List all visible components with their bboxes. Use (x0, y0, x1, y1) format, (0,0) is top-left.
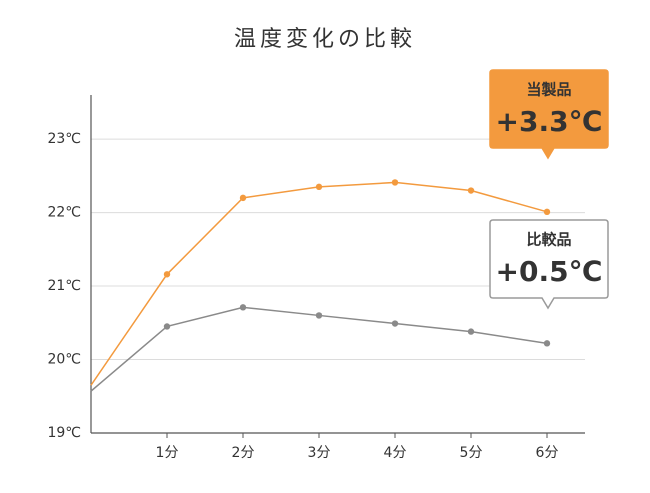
point (239, 194, 247, 202)
callout: 当製品 +3.3℃ (489, 69, 609, 160)
x-tick-label: 6分 (536, 445, 559, 461)
y-tick-label: 19℃ (47, 425, 81, 441)
series-line (90, 306, 548, 392)
y-tick-label: 22℃ (47, 205, 81, 221)
x-tick-label: 3分 (308, 445, 331, 461)
point (391, 179, 399, 186)
x-tick-label: 4分 (384, 445, 407, 461)
point (391, 320, 399, 327)
point (315, 312, 323, 319)
x-tick-label: 1分 (156, 445, 179, 461)
point (467, 328, 475, 335)
callout: 比較品 +0.5℃ (489, 219, 609, 310)
point (163, 271, 171, 278)
point (543, 208, 551, 216)
x-tick-label: 5分 (460, 445, 483, 461)
y-tick-label: 23℃ (47, 131, 81, 147)
x-tick-label: 2分 (232, 445, 255, 461)
y-tick-label: 21℃ (47, 278, 81, 294)
point (239, 304, 247, 311)
callout-value: +0.5℃ (496, 255, 603, 288)
callout-title: 当製品 (526, 81, 571, 99)
callout-box (489, 219, 609, 310)
point (467, 187, 475, 194)
callout-title: 比較品 (526, 231, 571, 249)
y-tick-label: 20℃ (47, 352, 81, 368)
callout-box (489, 69, 609, 160)
point (163, 323, 171, 330)
point (315, 183, 323, 191)
point (543, 340, 551, 347)
chart-title: 温度変化の比較 (234, 27, 416, 52)
callout-value: +3.3℃ (496, 105, 603, 138)
